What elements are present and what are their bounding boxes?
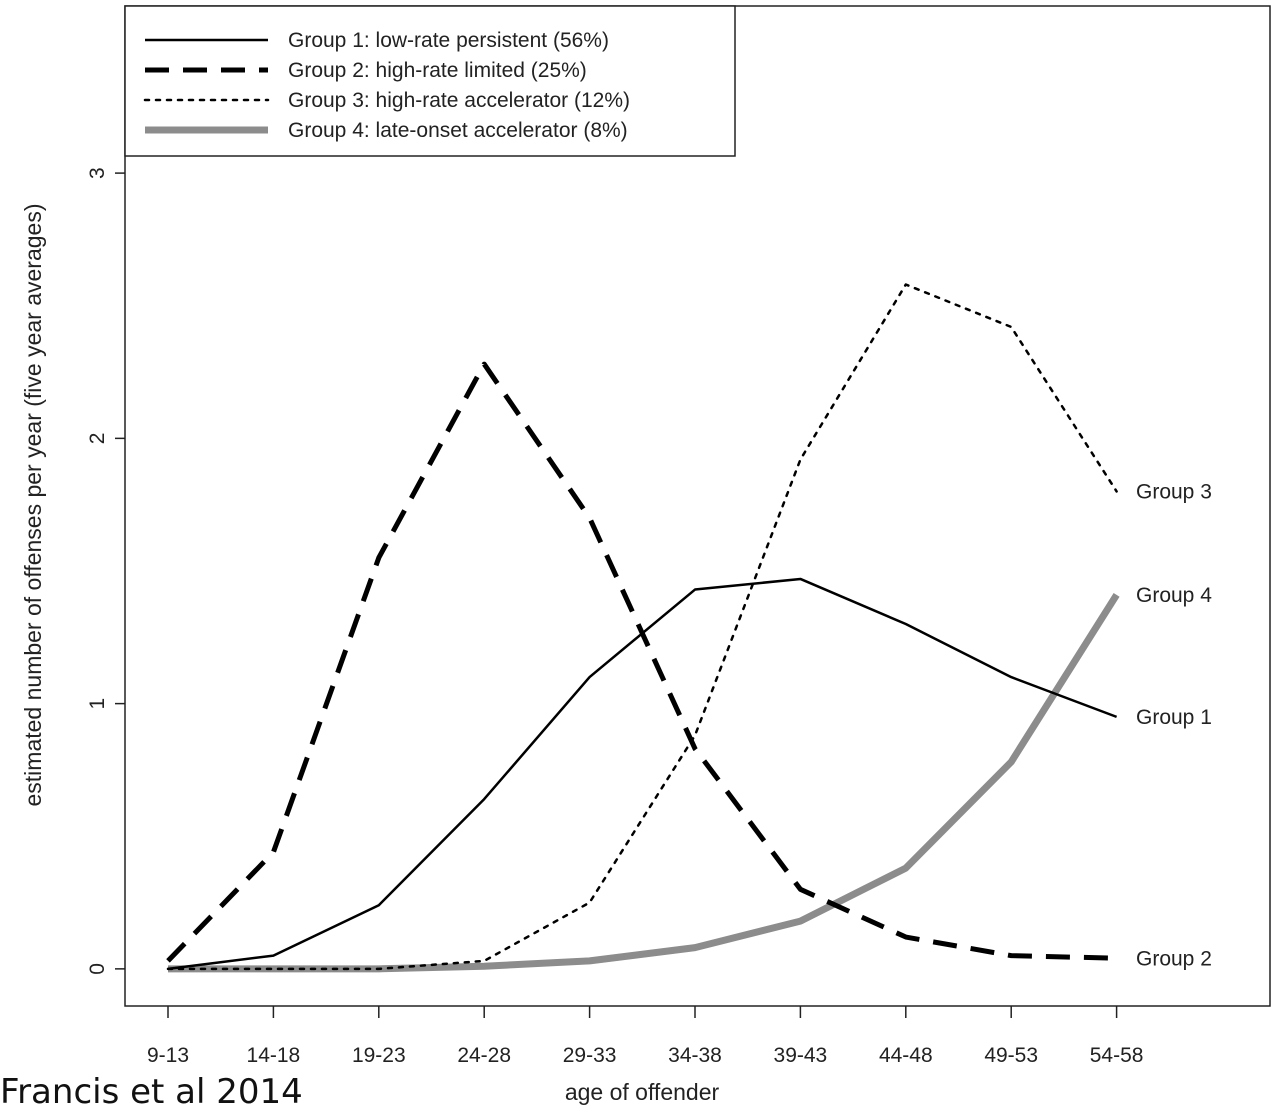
series-line-group-2 (166, 361, 1117, 963)
end-label-group-3: Group 3 (1136, 480, 1212, 503)
series-line-group-4 (168, 592, 1120, 973)
x-tick-label: 49-53 (984, 1044, 1038, 1067)
end-label-group-1: Group 1 (1136, 706, 1212, 729)
series-layer (166, 283, 1120, 973)
source-caption: Francis et al 2014 (0, 1072, 303, 1112)
x-tick-label: 29-33 (563, 1044, 617, 1067)
legend: Group 1: low-rate persistent (56%) Group … (124, 5, 736, 157)
legend-label-group-1: Group 1: low-rate persistent (56%) (288, 29, 609, 52)
y-tick-label: 0 (86, 963, 109, 975)
x-tick-label: 54-58 (1090, 1044, 1144, 1067)
end-labels: Group 1 Group 2 Group 3 Group 4 (1136, 480, 1212, 970)
y-axis-label: estimated number of offenses per year (f… (20, 204, 46, 807)
x-tick-label: 14-18 (247, 1044, 301, 1067)
x-axis-label: age of offender (565, 1079, 720, 1105)
legend-label-group-3: Group 3: high-rate accelerator (12%) (288, 89, 630, 112)
x-tick-label: 39-43 (774, 1044, 828, 1067)
x-tick-label: 24-28 (457, 1044, 511, 1067)
legend-label-group-2: Group 2: high-rate limited (25%) (288, 59, 587, 82)
x-tick-label: 19-23 (352, 1044, 406, 1067)
y-tick-label: 3 (86, 167, 109, 179)
y-tick-label: 1 (86, 698, 109, 710)
legend-label-group-4: Group 4: late-onset accelerator (8%) (288, 119, 628, 142)
y-axis: 0 1 2 3 (86, 167, 125, 975)
end-label-group-4: Group 4 (1136, 584, 1212, 607)
end-label-group-2: Group 2 (1136, 947, 1212, 970)
x-tick-label: 9-13 (147, 1044, 189, 1067)
y-tick-label: 2 (86, 433, 109, 445)
series-line-group-3 (166, 283, 1118, 971)
x-tick-label: 34-38 (668, 1044, 722, 1067)
x-axis: 9-13 14-18 19-23 24-28 29-33 34-38 39-43 44-48 4… (147, 1006, 1143, 1067)
x-tick-label: 44-48 (879, 1044, 933, 1067)
